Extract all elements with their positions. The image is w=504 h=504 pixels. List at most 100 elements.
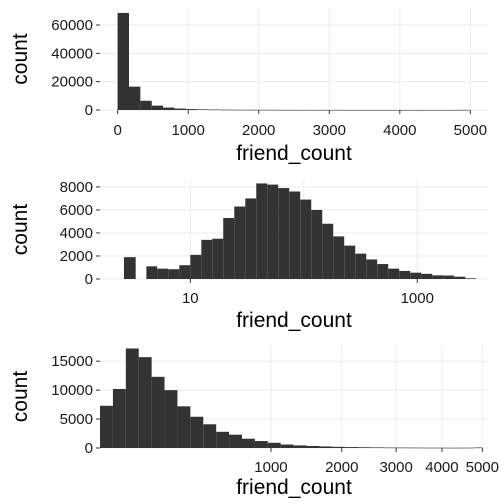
histogram-bar [219, 109, 232, 111]
panel-linear-histogram: 0 20000 40000 60000 0 1000 2000 3000 4000 5000 fri… [9, 8, 488, 165]
histogram-bar [234, 206, 246, 279]
histogram-bar [288, 109, 300, 111]
histogram-bar [278, 188, 290, 279]
x-tick-label: 4000 [383, 122, 416, 139]
histogram-bar [256, 183, 268, 279]
histogram-bar [390, 109, 402, 111]
histogram-bar [356, 109, 368, 111]
histogram-bar [383, 447, 397, 449]
histogram-bar [267, 184, 279, 279]
y-axis-title: count [9, 204, 32, 256]
histogram-bar [366, 259, 378, 279]
histogram-bar [146, 266, 158, 279]
histogram-bar [117, 12, 129, 111]
x-tick-label: 2000 [325, 459, 358, 476]
histogram-bar [231, 109, 243, 111]
histogram-bar [140, 100, 152, 110]
histogram-bar [344, 109, 357, 111]
histogram-bar [410, 272, 422, 279]
y-axis-title: count [9, 371, 32, 423]
histogram-bar [367, 109, 379, 111]
histogram-bar [458, 109, 470, 111]
histogram-bar [174, 108, 186, 110]
histogram-bar [203, 424, 217, 448]
histogram-bar [378, 109, 391, 111]
x-axis-title: friend_count [236, 309, 352, 332]
histogram-bar [424, 109, 436, 111]
histogram-bar [396, 447, 410, 449]
y-tick-label: 60000 [51, 17, 93, 34]
x-tick-label: 3000 [379, 459, 412, 476]
histogram-bar [190, 416, 204, 448]
histogram-bar [311, 209, 323, 279]
x-tick-label: 5000 [454, 122, 487, 139]
x-tick-label: 5000 [466, 459, 499, 476]
y-tick-label: 5000 [60, 411, 93, 428]
histogram-bar [293, 445, 307, 448]
histogram-bar [276, 109, 289, 111]
histogram-bar [432, 275, 444, 279]
histogram-bar [168, 269, 180, 279]
histogram-bar [371, 447, 384, 449]
histogram-bar [151, 105, 164, 110]
histogram-bar [332, 446, 346, 448]
x-axis-title: friend_count [236, 476, 352, 499]
histogram-bar [447, 109, 459, 111]
y-tick-label: 40000 [51, 45, 93, 62]
histogram-bar [245, 198, 257, 279]
histogram-bar [399, 270, 411, 279]
y-tick-label: 6000 [60, 202, 93, 219]
histogram-bar [358, 447, 372, 448]
y-tick-label: 0 [85, 102, 93, 119]
histogram-bar [242, 109, 254, 111]
histogram-bar [377, 264, 389, 279]
x-axis-title: friend_count [236, 142, 352, 165]
histogram-bar [190, 254, 202, 279]
y-tick-label: 0 [85, 440, 93, 457]
histogram-bar [322, 223, 334, 279]
histogram-bar [345, 447, 359, 448]
x-tick-label: 1000 [254, 459, 287, 476]
histogram-bar [388, 268, 400, 279]
histogram-bar [461, 447, 475, 449]
histogram-bar [216, 431, 230, 448]
x-tick-label: 4000 [425, 459, 458, 476]
histogram-bar [310, 109, 323, 111]
histogram-bar [409, 447, 423, 449]
panel-log-histogram: 0 2000 4000 6000 8000 10 1000 friend_count count [9, 179, 488, 332]
histogram-bar [212, 238, 224, 279]
histogram-bar [322, 109, 334, 111]
histogram-bar [254, 441, 268, 448]
histogram-bar [128, 86, 141, 111]
panel-background [100, 8, 488, 110]
histogram-bar [151, 376, 165, 448]
histogram-bar [157, 268, 169, 279]
histogram-bar [355, 253, 367, 279]
histogram-bar [164, 390, 178, 448]
histogram-bar [138, 357, 152, 448]
histogram-bar [208, 109, 220, 111]
histogram-bar [422, 447, 436, 449]
histogram-bar [197, 109, 209, 110]
x-tick-label: 10 [182, 290, 199, 307]
histogram-bar [448, 447, 462, 449]
histogram-bar [443, 275, 455, 279]
histogram-bar [265, 109, 277, 111]
histogram-bar [112, 388, 126, 448]
histogram-bar [223, 217, 235, 279]
histogram-bar [253, 109, 266, 111]
histogram-bar [229, 434, 242, 448]
y-tick-label: 8000 [60, 179, 93, 196]
histogram-bar [123, 257, 136, 279]
histogram-bar [241, 438, 255, 448]
histogram-bar [300, 199, 312, 279]
histogram-bar [333, 109, 345, 111]
histogram-bar [289, 191, 301, 279]
y-tick-label: 20000 [51, 74, 93, 91]
histogram-bar [333, 236, 345, 279]
histogram-bar [306, 445, 320, 448]
histogram-bar [125, 348, 139, 448]
histogram-bar [421, 273, 433, 279]
histogram-bar [201, 239, 213, 279]
